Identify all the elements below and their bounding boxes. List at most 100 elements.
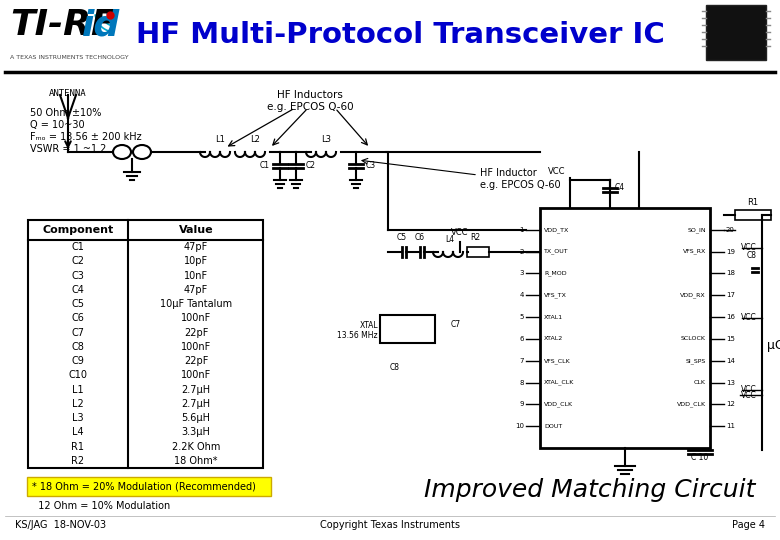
Text: * 18 Ohm = 20% Modulation (Recommended): * 18 Ohm = 20% Modulation (Recommended): [32, 482, 256, 491]
Text: C2: C2: [306, 161, 316, 171]
Bar: [380, 315, 435, 343]
Text: SO_IN: SO_IN: [687, 227, 706, 233]
Ellipse shape: [113, 145, 131, 159]
Text: 18: 18: [726, 271, 735, 276]
Text: C 10: C 10: [691, 453, 708, 462]
Text: VSWR = 1 ~1.2: VSWR = 1 ~1.2: [30, 144, 106, 154]
Text: SCLOCK: SCLOCK: [681, 336, 706, 341]
Bar: [735, 210, 771, 220]
Text: L3: L3: [73, 413, 83, 423]
Text: VFS_TX: VFS_TX: [544, 293, 567, 298]
Text: C8: C8: [390, 363, 400, 372]
Text: Q = 10~30: Q = 10~30: [30, 120, 84, 130]
Bar: [706, 5, 766, 60]
Text: XTAL2: XTAL2: [544, 336, 563, 341]
Bar: [467, 247, 489, 257]
Text: 47pF: 47pF: [184, 285, 208, 295]
Text: Improved Matching Circuit: Improved Matching Circuit: [424, 478, 756, 502]
Text: 100nF: 100nF: [181, 313, 211, 323]
Text: C9: C9: [72, 356, 84, 366]
Text: 18 Ohm*: 18 Ohm*: [174, 456, 218, 466]
Text: KS/JAG  18-NOV-03: KS/JAG 18-NOV-03: [15, 520, 106, 530]
Text: L2: L2: [72, 399, 84, 409]
Bar: [28, 220, 263, 468]
Text: 2: 2: [519, 248, 524, 255]
FancyBboxPatch shape: [27, 477, 271, 496]
Text: L1: L1: [215, 135, 225, 144]
Text: VCC: VCC: [741, 386, 757, 395]
Text: A TEXAS INSTRUMENTS TECHNOLOGY: A TEXAS INSTRUMENTS TECHNOLOGY: [10, 55, 129, 60]
Text: VCC: VCC: [452, 228, 469, 237]
Text: 13: 13: [726, 380, 735, 386]
Text: 20: 20: [726, 227, 735, 233]
Text: id: id: [82, 8, 120, 42]
Text: 4: 4: [519, 292, 524, 298]
Text: 8: 8: [519, 380, 524, 386]
Text: μC: μC: [767, 339, 780, 352]
Text: 47pF: 47pF: [184, 242, 208, 252]
Text: C7: C7: [72, 328, 84, 338]
Text: Component: Component: [42, 225, 114, 235]
Text: 16: 16: [726, 314, 735, 320]
Text: 15: 15: [726, 336, 735, 342]
Text: 12: 12: [726, 401, 735, 407]
Text: 19: 19: [726, 248, 735, 255]
Text: R2: R2: [470, 233, 480, 242]
Text: L4: L4: [73, 427, 83, 437]
Text: SI_SPS: SI_SPS: [686, 358, 706, 363]
Text: VCC: VCC: [741, 314, 757, 322]
Text: Copyright Texas Instruments: Copyright Texas Instruments: [320, 520, 460, 530]
Text: VDD_CLK: VDD_CLK: [544, 402, 573, 407]
Text: C10: C10: [69, 370, 87, 380]
Text: 5.6μH: 5.6μH: [182, 413, 211, 423]
Text: C6: C6: [415, 233, 425, 242]
Text: HF Inductors
e.g. EPCOS Q-60: HF Inductors e.g. EPCOS Q-60: [267, 90, 353, 112]
Text: 11: 11: [726, 423, 735, 429]
Text: ANTENNA: ANTENNA: [49, 89, 87, 98]
Text: 2.7μH: 2.7μH: [182, 399, 211, 409]
Text: 2.2K Ohm: 2.2K Ohm: [172, 442, 220, 451]
Text: 17: 17: [726, 292, 735, 298]
Text: 100nF: 100nF: [181, 370, 211, 380]
Text: 22pF: 22pF: [184, 328, 208, 338]
Text: 10nF: 10nF: [184, 271, 208, 281]
Text: C3: C3: [366, 161, 376, 171]
Text: VDD_CLK: VDD_CLK: [677, 402, 706, 407]
Text: 12 Ohm = 10% Modulation: 12 Ohm = 10% Modulation: [32, 501, 170, 511]
Text: C2: C2: [72, 256, 84, 266]
Text: C7: C7: [451, 320, 461, 329]
Text: C8: C8: [72, 342, 84, 352]
Ellipse shape: [133, 145, 151, 159]
Text: 1: 1: [519, 227, 524, 233]
Text: L3: L3: [321, 135, 331, 144]
Bar: [540, 208, 710, 448]
Text: 14: 14: [726, 357, 735, 364]
Text: 3: 3: [519, 271, 524, 276]
Text: VFS_CLK: VFS_CLK: [544, 358, 571, 363]
Text: C1: C1: [72, 242, 84, 252]
Text: C5: C5: [397, 233, 407, 242]
Text: VDD_RX: VDD_RX: [680, 293, 706, 298]
Text: 22pF: 22pF: [184, 356, 208, 366]
Text: C1: C1: [260, 161, 270, 171]
Text: 10μF Tantalum: 10μF Tantalum: [160, 299, 232, 309]
Text: C4: C4: [72, 285, 84, 295]
Text: Page 4: Page 4: [732, 520, 765, 530]
Text: 10pF: 10pF: [184, 256, 208, 266]
Text: C3: C3: [72, 271, 84, 281]
Text: C8: C8: [747, 251, 757, 260]
Text: 50 Ohm ±10%: 50 Ohm ±10%: [30, 108, 101, 118]
Text: R_MOD: R_MOD: [544, 271, 566, 276]
Text: R1: R1: [72, 442, 84, 451]
Text: VDD_TX: VDD_TX: [544, 227, 569, 233]
Text: 6: 6: [519, 336, 524, 342]
Text: R1: R1: [747, 198, 759, 207]
Text: C5: C5: [72, 299, 84, 309]
Text: L4: L4: [445, 235, 455, 244]
Text: 3.3μH: 3.3μH: [182, 427, 211, 437]
Text: TX_OUT: TX_OUT: [544, 249, 569, 254]
Text: C4: C4: [615, 184, 625, 192]
Text: Value: Value: [179, 225, 213, 235]
Text: 5: 5: [519, 314, 524, 320]
Text: HF Inductor
e.g. EPCOS Q-60: HF Inductor e.g. EPCOS Q-60: [480, 168, 561, 190]
